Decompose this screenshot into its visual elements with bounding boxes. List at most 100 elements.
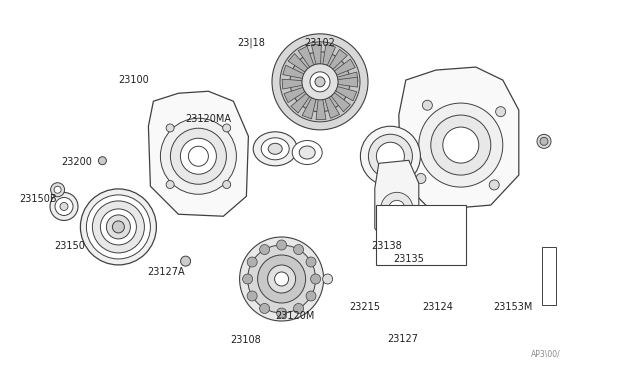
Ellipse shape <box>292 141 322 164</box>
Circle shape <box>243 274 253 284</box>
Text: 23127A: 23127A <box>147 267 185 276</box>
Ellipse shape <box>253 132 297 166</box>
Text: AP3\00/: AP3\00/ <box>531 350 561 359</box>
Text: 23120MA: 23120MA <box>186 114 232 124</box>
Circle shape <box>540 137 548 145</box>
Circle shape <box>280 42 360 122</box>
Circle shape <box>239 237 324 321</box>
Circle shape <box>306 257 316 267</box>
Polygon shape <box>399 67 519 210</box>
Circle shape <box>431 115 491 175</box>
Polygon shape <box>282 79 302 89</box>
Circle shape <box>92 201 145 253</box>
Circle shape <box>376 142 404 170</box>
Circle shape <box>310 274 321 284</box>
Text: 23200: 23200 <box>61 157 92 167</box>
Polygon shape <box>331 93 350 112</box>
Polygon shape <box>288 54 308 72</box>
Text: 23|18: 23|18 <box>237 38 265 48</box>
Bar <box>542 247 556 305</box>
Polygon shape <box>323 44 335 65</box>
Text: 23215: 23215 <box>349 302 380 312</box>
Polygon shape <box>338 77 358 87</box>
Circle shape <box>260 304 269 314</box>
Circle shape <box>268 265 296 293</box>
Polygon shape <box>284 87 305 103</box>
Circle shape <box>290 52 350 112</box>
Circle shape <box>315 77 325 87</box>
Circle shape <box>180 256 191 266</box>
Circle shape <box>294 244 303 254</box>
Circle shape <box>422 100 433 110</box>
Circle shape <box>257 255 306 303</box>
Polygon shape <box>337 72 358 82</box>
Circle shape <box>323 274 333 284</box>
Circle shape <box>276 240 287 250</box>
Polygon shape <box>291 93 310 113</box>
Circle shape <box>113 221 124 233</box>
Ellipse shape <box>261 138 289 160</box>
Circle shape <box>100 209 136 245</box>
Circle shape <box>381 192 413 224</box>
Circle shape <box>170 128 227 184</box>
Polygon shape <box>334 59 355 75</box>
Text: 23102: 23102 <box>304 38 335 48</box>
Polygon shape <box>312 44 321 64</box>
Text: 23120M: 23120M <box>275 311 315 321</box>
Polygon shape <box>329 49 348 69</box>
Polygon shape <box>148 91 248 216</box>
Polygon shape <box>283 65 304 78</box>
Circle shape <box>272 34 368 130</box>
Circle shape <box>166 124 174 132</box>
Circle shape <box>443 127 479 163</box>
Circle shape <box>489 180 499 190</box>
Text: 23100: 23100 <box>118 75 149 85</box>
Circle shape <box>180 138 216 174</box>
Circle shape <box>166 180 174 189</box>
Circle shape <box>54 186 61 193</box>
Circle shape <box>537 134 551 148</box>
Polygon shape <box>375 160 419 250</box>
Circle shape <box>419 103 503 187</box>
Circle shape <box>55 198 73 215</box>
Text: 23138: 23138 <box>371 241 402 250</box>
Circle shape <box>51 183 65 197</box>
Ellipse shape <box>268 143 282 154</box>
Ellipse shape <box>299 146 315 159</box>
Polygon shape <box>316 100 326 120</box>
Text: 23135: 23135 <box>394 254 424 263</box>
Polygon shape <box>325 97 340 118</box>
Circle shape <box>99 157 106 165</box>
Circle shape <box>50 192 78 221</box>
Circle shape <box>495 107 506 117</box>
Circle shape <box>369 134 412 178</box>
Circle shape <box>247 257 257 267</box>
Circle shape <box>161 118 236 194</box>
Circle shape <box>248 245 316 313</box>
Circle shape <box>276 308 287 318</box>
Circle shape <box>106 215 131 239</box>
Text: 23153M: 23153M <box>493 302 532 312</box>
Bar <box>376 205 466 265</box>
Polygon shape <box>302 98 316 119</box>
Circle shape <box>223 180 230 189</box>
Circle shape <box>294 304 303 314</box>
Text: 23124: 23124 <box>422 302 453 312</box>
Circle shape <box>86 195 150 259</box>
Circle shape <box>223 124 230 132</box>
Text: 23108: 23108 <box>230 336 261 345</box>
Text: 23150B: 23150B <box>19 194 57 204</box>
Circle shape <box>260 244 269 254</box>
Polygon shape <box>335 87 356 101</box>
Text: 23150: 23150 <box>54 241 85 250</box>
Polygon shape <box>298 46 314 67</box>
Text: 23127: 23127 <box>387 334 418 343</box>
Circle shape <box>306 291 316 301</box>
Circle shape <box>275 272 289 286</box>
Circle shape <box>416 173 426 183</box>
Circle shape <box>302 64 338 100</box>
Circle shape <box>388 200 404 217</box>
Circle shape <box>247 291 257 301</box>
Circle shape <box>60 202 68 211</box>
Circle shape <box>310 72 330 92</box>
